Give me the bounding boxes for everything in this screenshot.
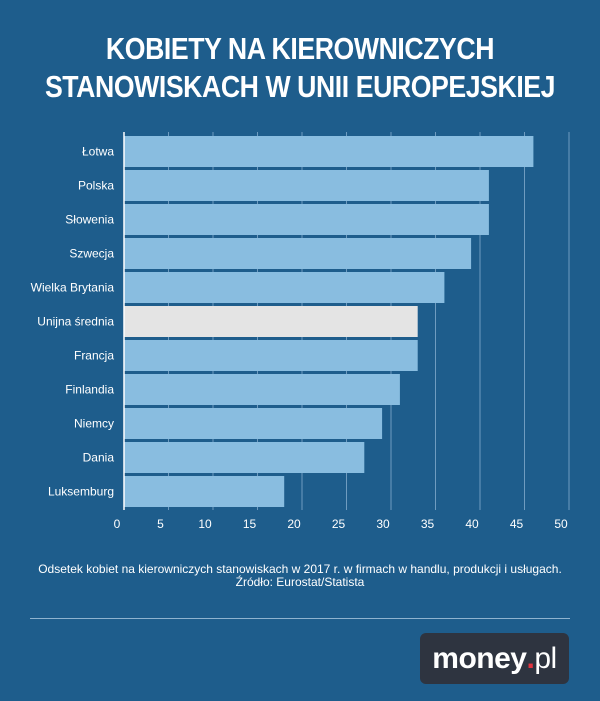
logo-dot: . (526, 641, 535, 675)
divider (30, 618, 570, 619)
logo-main: money (432, 641, 527, 675)
x-tick-label: 40 (465, 517, 479, 531)
x-tick-label: 25 (332, 517, 346, 531)
category-label: Szwecja (69, 247, 114, 261)
category-label: Unijna średnia (37, 315, 114, 329)
chart-caption: Odsetek kobiet na kierowniczych stanowis… (0, 563, 600, 589)
category-label: Polska (78, 179, 114, 193)
logo-suffix: pl (534, 641, 557, 675)
bar (124, 442, 365, 473)
x-tick-label: 0 (114, 517, 121, 531)
title-line-1: KOBIETY NA KIEROWNICZYCH (105, 31, 495, 66)
bar (124, 340, 418, 371)
bar (124, 204, 489, 235)
money-pl-logo: money. pl (420, 633, 569, 684)
bar (124, 238, 472, 269)
caption-source: Źródło: Eurostat/Statista (235, 575, 365, 589)
bar (124, 136, 534, 167)
bar (124, 170, 489, 201)
x-tick-label: 50 (554, 517, 568, 531)
category-label: Dania (83, 451, 115, 465)
x-tick-label: 30 (376, 517, 390, 531)
chart-title: KOBIETY NA KIEROWNICZYCH STANOWISKACH W … (42, 30, 558, 106)
x-tick-label: 35 (421, 517, 435, 531)
category-label: Niemcy (74, 417, 114, 431)
title-line-2: STANOWISKACH W UNII EUROPEJSKIEJ (44, 69, 556, 104)
x-tick-label: 15 (243, 517, 257, 531)
category-label: Finlandia (65, 383, 114, 397)
category-label: Francja (74, 349, 114, 363)
bar (124, 374, 400, 405)
x-tick-label: 5 (157, 517, 164, 531)
x-tick-label: 45 (510, 517, 524, 531)
category-label: Wielka Brytania (31, 281, 115, 295)
category-label: Luksemburg (48, 485, 114, 499)
bar (124, 476, 285, 507)
category-label: Łotwa (82, 145, 114, 159)
bar (124, 272, 445, 303)
x-tick-label: 10 (198, 517, 212, 531)
caption-description: Odsetek kobiet na kierowniczych stanowis… (38, 562, 562, 576)
bar (124, 408, 383, 439)
category-label: Słowenia (65, 213, 114, 227)
bar-chart: Łotwa Polska Słowenia Szwecja Wielka Brytani… (31, 132, 570, 531)
bar (124, 306, 418, 337)
x-tick-label: 20 (287, 517, 301, 531)
